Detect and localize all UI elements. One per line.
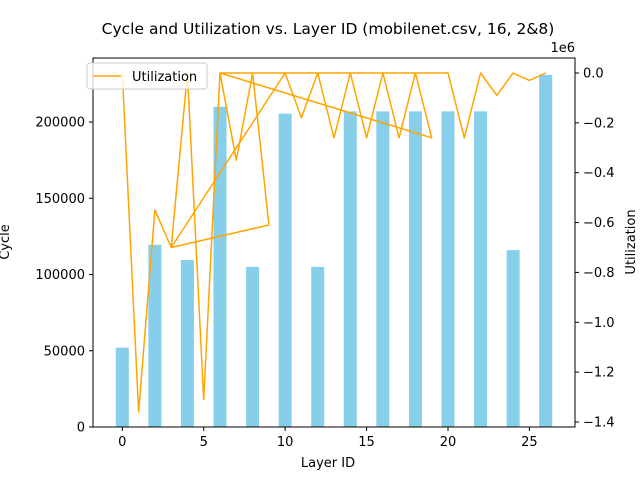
y-right-tick-label--0.2: −0.2 (583, 116, 615, 131)
legend-frame (86, 62, 208, 90)
x-tick-label-20: 20 (440, 435, 457, 450)
bar-layer-22 (474, 111, 488, 427)
bar-layer-26 (539, 74, 553, 427)
y-axis-left: 0 50000 100000 150000 200000 (35, 116, 93, 436)
line-series (121, 72, 547, 413)
y-right-tick-label--1.2: −1.2 (583, 366, 615, 381)
x-axis: 0 5 10 15 20 25 (118, 427, 538, 450)
y-right-tick-label--0.6: −0.6 (583, 216, 615, 231)
y-axis-right-title: Utilization (624, 209, 639, 274)
utilization-line (121, 72, 547, 413)
bar-layer-0 (115, 347, 129, 427)
x-tick-label-5: 5 (200, 435, 208, 450)
bar-layer-20 (441, 111, 455, 427)
bar-layer-10 (278, 113, 292, 427)
bar-layer-4 (180, 260, 194, 427)
y-axis-left-title: Cycle (0, 224, 13, 260)
bar-layer-12 (311, 266, 325, 427)
y-axis-right-multiplier: 1e6 (550, 41, 575, 56)
y-left-tick-label-200000: 200000 (35, 116, 85, 131)
y-right-tick-label--0.8: −0.8 (583, 266, 615, 281)
legend: Utilization (86, 62, 208, 90)
plot-frame (92, 57, 576, 428)
x-axis-title: Layer ID (301, 456, 355, 471)
bar-layer-16 (376, 111, 390, 427)
x-tick-label-0: 0 (118, 435, 126, 450)
bar-layer-2 (148, 244, 162, 427)
x-tick-label-15: 15 (358, 435, 375, 450)
y-right-tick-label--1.4: −1.4 (583, 416, 615, 431)
y-left-tick-label-0: 0 (77, 421, 85, 436)
chart-title: Cycle and Utilization vs. Layer ID (mobi… (102, 20, 555, 38)
bar-layer-8 (246, 266, 260, 427)
y-left-tick-label-150000: 150000 (35, 192, 85, 207)
bar-layer-18 (408, 111, 422, 427)
legend-label: Utilization (132, 70, 197, 85)
x-tick-label-25: 25 (521, 435, 538, 450)
y-right-tick-label--1: −1.0 (583, 316, 615, 331)
bar-series (115, 74, 553, 427)
bar-layer-24 (506, 250, 520, 427)
bar-layer-14 (343, 111, 357, 427)
y-left-tick-label-100000: 100000 (35, 268, 85, 283)
y-right-tick-label--0.4: −0.4 (583, 166, 615, 181)
y-left-tick-label-50000: 50000 (44, 344, 85, 359)
y-axis-right: 0.0 −0.2 −0.4 −0.6 −0.8 −1.0 −1.2 −1.4 (575, 66, 615, 431)
x-tick-label-10: 10 (277, 435, 294, 450)
bar-layer-6 (213, 106, 227, 427)
y-right-tick-label-0: 0.0 (583, 66, 604, 81)
